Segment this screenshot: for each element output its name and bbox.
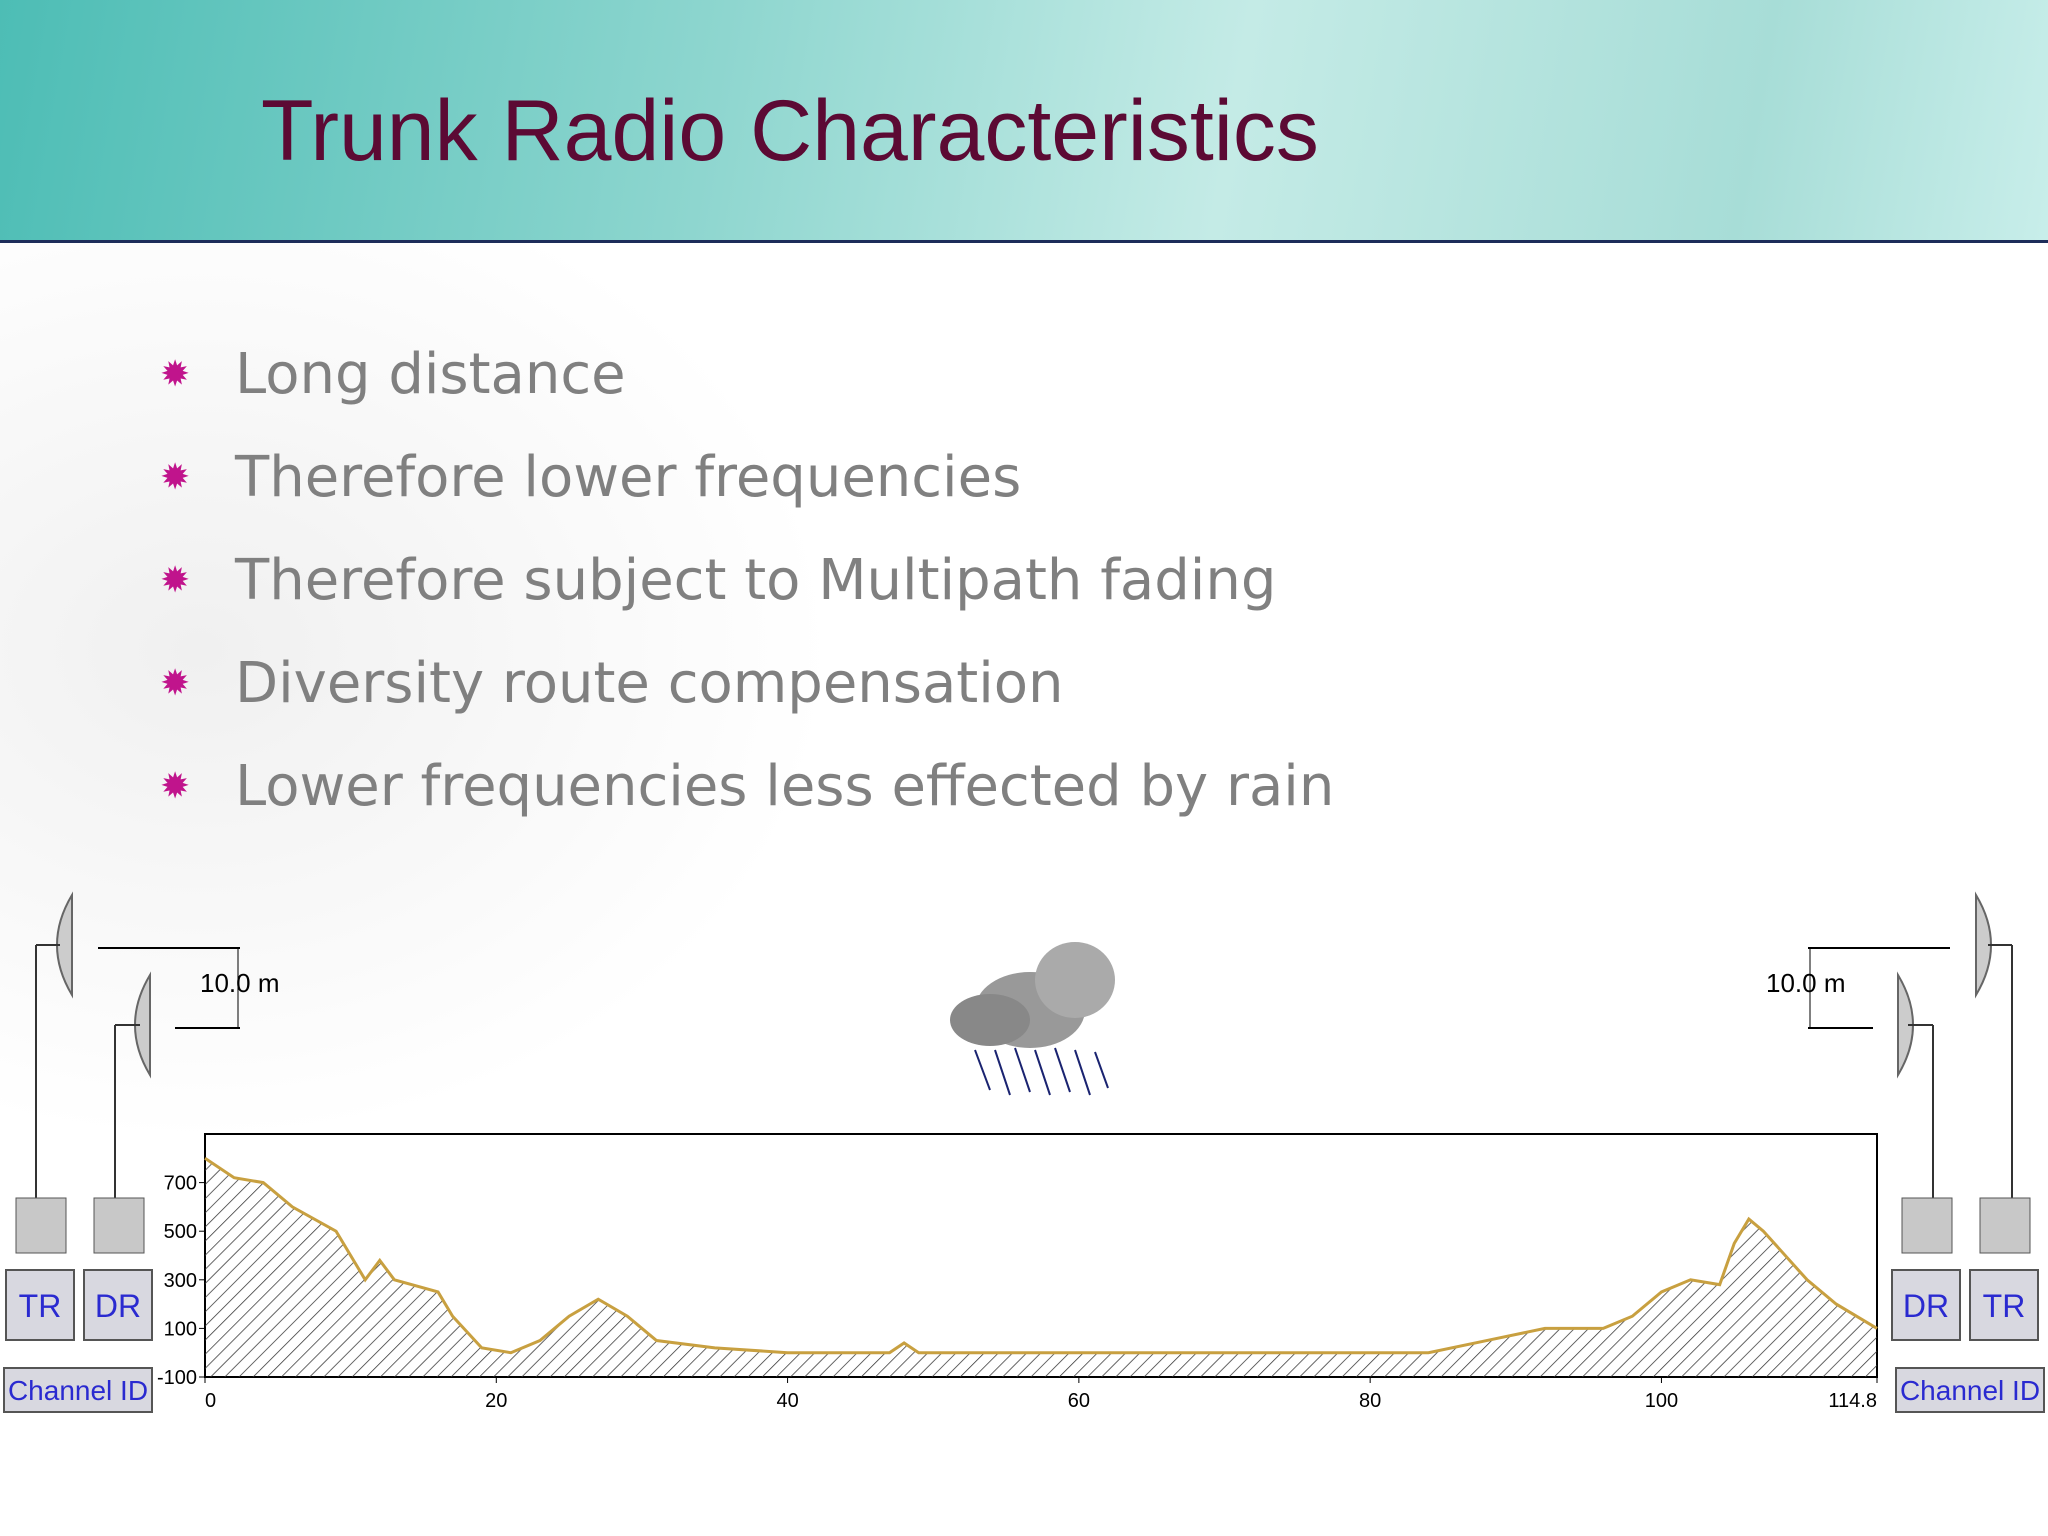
- antenna-dish: [1975, 891, 1992, 999]
- unit-label: TR: [1983, 1288, 2026, 1324]
- unit-box: [1891, 1269, 1961, 1341]
- unit-label: DR: [1903, 1288, 1949, 1324]
- channel-label: Channel ID: [1900, 1375, 2040, 1406]
- unit-box: [1969, 1269, 2039, 1341]
- y-tick-label: 100: [164, 1318, 197, 1340]
- switch-button: [93, 1197, 145, 1254]
- switch-button: [1901, 1197, 1953, 1254]
- channel-box: [3, 1367, 153, 1413]
- antenna-dish: [134, 971, 151, 1079]
- path-profile: -100 100 300 500 700 0 20 40 60 80 100 114.8 10.0 m T…: [3, 891, 2045, 1413]
- slide-title: Trunk Radio Characteristics: [261, 83, 1319, 179]
- antenna-dish: [1897, 971, 1914, 1079]
- bullet: Therefore lower frequencies: [160, 443, 1334, 546]
- terrain-line: [204, 1157, 1878, 1355]
- bullet: Diversity route compensation: [160, 649, 1334, 752]
- height-label: 10.0 m: [200, 968, 280, 998]
- header-band: [0, 0, 2048, 243]
- unit-box: [83, 1269, 153, 1341]
- rain-cloud: [950, 942, 1115, 1096]
- antenna-dish: [56, 891, 73, 999]
- x-tick-label: 20: [485, 1390, 507, 1412]
- height-label: 10.0 m: [1766, 968, 1846, 998]
- x-tick-label: 114.8: [1828, 1390, 1877, 1412]
- y-tick-label: -100: [157, 1367, 197, 1389]
- x-tick-label: 80: [1359, 1390, 1381, 1412]
- x-tick-label: 100: [1645, 1390, 1678, 1412]
- x-tick-label: 60: [1068, 1390, 1090, 1412]
- x-tick-label: 40: [776, 1390, 798, 1412]
- bullet: Long distance: [160, 340, 1334, 443]
- y-tick-label: 500: [164, 1221, 197, 1243]
- unit-label: TR: [19, 1288, 62, 1324]
- bullet: Therefore subject to Multipath fading: [160, 546, 1334, 649]
- bullet-list: Long distanceTherefore lower frequencies…: [160, 340, 1334, 855]
- x-tick-label: 0: [205, 1390, 216, 1412]
- unit-label: DR: [95, 1288, 141, 1324]
- terrain-fill: [205, 1158, 1877, 1377]
- unit-box: [5, 1269, 75, 1341]
- channel-label: Channel ID: [8, 1375, 148, 1406]
- channel-box: [1895, 1367, 2045, 1413]
- switch-button: [15, 1197, 67, 1254]
- y-tick-label: 700: [164, 1173, 197, 1195]
- y-tick-label: 300: [164, 1270, 197, 1292]
- switch-button: [1979, 1197, 2031, 1254]
- bullet: Lower frequencies less effected by rain: [160, 752, 1334, 855]
